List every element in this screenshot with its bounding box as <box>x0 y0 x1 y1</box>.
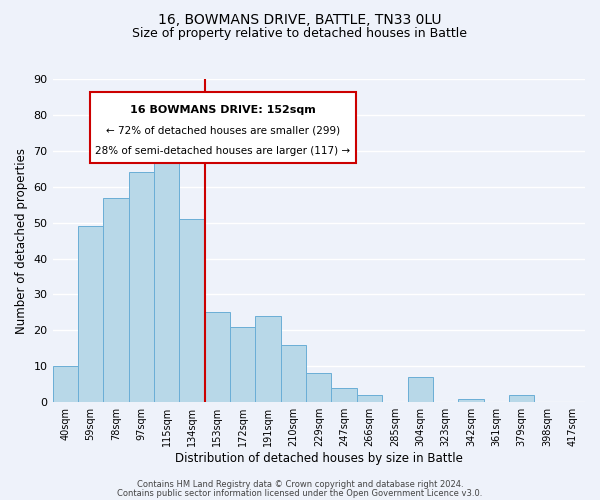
Bar <box>306 374 331 402</box>
Text: 28% of semi-detached houses are larger (117) →: 28% of semi-detached houses are larger (… <box>95 146 350 156</box>
Bar <box>458 398 484 402</box>
Bar <box>407 377 433 402</box>
Text: Size of property relative to detached houses in Battle: Size of property relative to detached ho… <box>133 28 467 40</box>
Bar <box>357 395 382 402</box>
Bar <box>331 388 357 402</box>
Bar <box>230 327 256 402</box>
Text: ← 72% of detached houses are smaller (299): ← 72% of detached houses are smaller (29… <box>106 126 340 136</box>
X-axis label: Distribution of detached houses by size in Battle: Distribution of detached houses by size … <box>175 452 463 465</box>
Bar <box>281 344 306 402</box>
Text: 16 BOWMANS DRIVE: 152sqm: 16 BOWMANS DRIVE: 152sqm <box>130 104 316 115</box>
Bar <box>256 316 281 402</box>
Text: Contains public sector information licensed under the Open Government Licence v3: Contains public sector information licen… <box>118 490 482 498</box>
Bar <box>78 226 103 402</box>
Bar <box>53 366 78 402</box>
Y-axis label: Number of detached properties: Number of detached properties <box>15 148 28 334</box>
Text: Contains HM Land Registry data © Crown copyright and database right 2024.: Contains HM Land Registry data © Crown c… <box>137 480 463 489</box>
Bar <box>103 198 128 402</box>
Bar <box>205 312 230 402</box>
FancyBboxPatch shape <box>90 92 356 163</box>
Bar <box>179 219 205 402</box>
Bar <box>154 140 179 402</box>
Bar <box>128 172 154 402</box>
Text: 16, BOWMANS DRIVE, BATTLE, TN33 0LU: 16, BOWMANS DRIVE, BATTLE, TN33 0LU <box>158 12 442 26</box>
Bar <box>509 395 534 402</box>
